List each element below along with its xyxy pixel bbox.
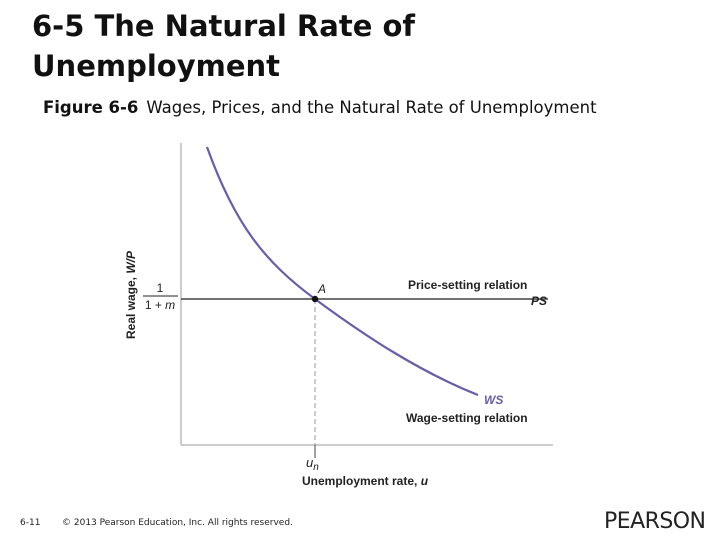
un-sub: n [313,462,319,473]
x-axis-label: Unemployment rate, u [302,474,429,488]
point-a [311,295,319,303]
copyright: © 2013 Pearson Education, Inc. All right… [62,518,293,528]
figure-label: Figure 6-6 [43,98,139,117]
slide-title: 6-5 The Natural Rate of Unemployment [32,6,415,86]
figure-caption: Figure 6-6 Wages, Prices, and the Natural… [43,98,597,117]
x-axis-label-italic: u [421,474,429,488]
un-label: un [306,455,319,473]
x-axis-label-text: Unemployment rate, [302,474,421,488]
title-line: 6-5 The Natural Rate of [32,9,416,43]
page-number: 6-11 [20,518,40,528]
denominator-text: 1 + [145,298,165,312]
y-axis-label-italic: W/P [124,250,138,274]
ps-label: PS [531,294,547,308]
wage-setting-label: Wage-setting relation [406,411,528,425]
title-line: Unemployment [32,49,281,83]
fraction-denominator: 1 + m [145,298,175,312]
y-axis-label: Real wage, W/P [124,250,138,339]
fraction-numerator: 1 [157,281,164,295]
logo: PEARSON [604,509,708,534]
ws-curve [205,146,479,397]
price-setting-label: Price-setting relation [408,278,527,292]
figure-caption-text: Wages, Prices, and the Natural Rate of U… [146,98,597,117]
denominator-italic: m [165,298,175,312]
ws-label: WS [484,393,503,407]
point-label: A [317,282,326,296]
y-axis-label-text: Real wage, [124,274,138,339]
un-base: u [306,455,313,470]
